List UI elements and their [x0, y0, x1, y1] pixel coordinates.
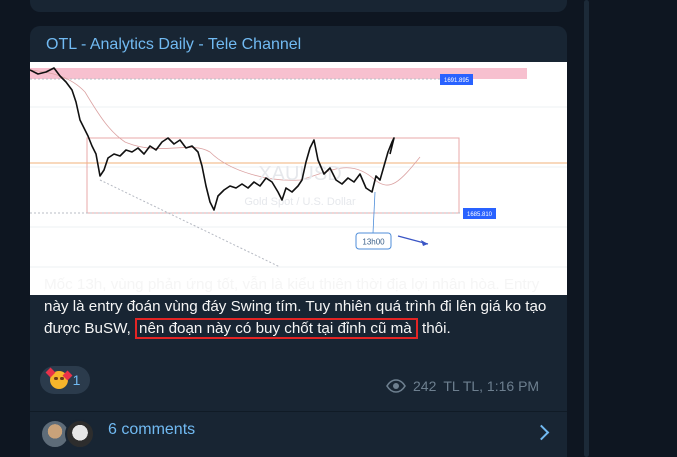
range-box: [86, 137, 460, 214]
smiling-face-with-hearts-icon: [45, 367, 73, 389]
author-time: TL TL, 1:16 PM: [443, 378, 540, 394]
message-text-end: thôi.: [417, 320, 451, 337]
message-card: OTL - Analytics Daily - Tele Channel 169…: [30, 26, 567, 457]
reaction-count: 1: [72, 372, 81, 388]
resistance-zone: [30, 68, 527, 79]
highlighted-text: nên đoạn này có buy chốt tại đỉnh cũ mà: [135, 318, 418, 339]
comments-link[interactable]: 6 comments: [108, 421, 196, 438]
message-text-main: Mốc 13h, vùng phản ứng tốt, vẫn là kiểu …: [44, 276, 547, 337]
reaction-chip[interactable]: 1: [40, 366, 90, 394]
eye-icon: [386, 379, 406, 393]
time-callout-label: 13h00: [362, 238, 385, 247]
divider: [30, 411, 567, 412]
price-line: [30, 67, 395, 211]
message-text: Mốc 13h, vùng phản ứng tốt, vẫn là kiểu …: [44, 274, 566, 340]
view-count: 242: [413, 378, 437, 394]
chart-watermark-description: Gold Spot / U.S. Dollar: [244, 196, 356, 208]
previous-message-bubble: [30, 0, 567, 12]
channel-title[interactable]: OTL - Analytics Daily - Tele Channel: [46, 36, 302, 53]
price-high-label: 1691.895: [444, 78, 470, 84]
scrollbar[interactable]: [584, 0, 589, 457]
price-low-label: 1685.810: [467, 212, 493, 218]
comments-bar[interactable]: 6 comments: [30, 412, 567, 457]
trendline: [99, 179, 281, 268]
message-meta: 242 TL TL, 1:16 PM: [386, 378, 539, 394]
chart-image[interactable]: 1691.895 1685.810 XAUUSD Gold Spot / U.S…: [30, 62, 567, 295]
chevron-right-icon[interactable]: [533, 424, 550, 441]
avatar: [65, 419, 95, 449]
